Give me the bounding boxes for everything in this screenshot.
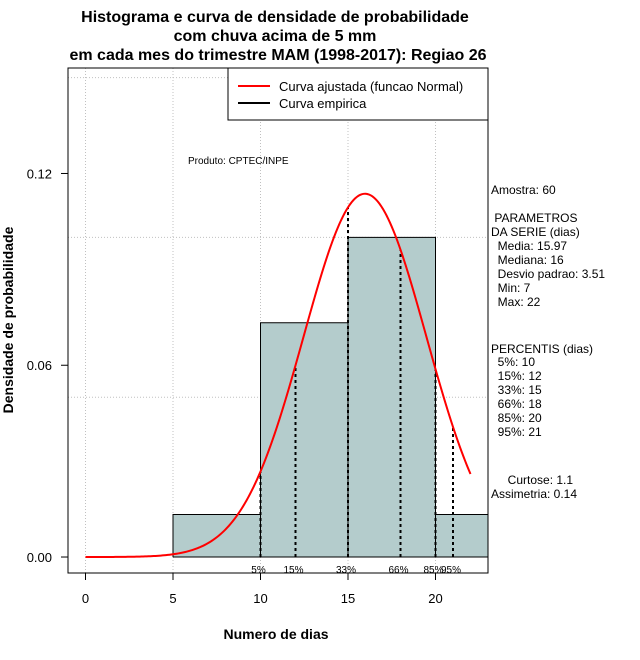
histogram-bar: [173, 514, 261, 558]
x-tick-label: 20: [428, 591, 442, 606]
y-tick-label: 0.06: [27, 358, 52, 373]
assimetria-text: Assimetria: 0.14: [491, 487, 577, 501]
x-tick-label: 15: [341, 591, 355, 606]
parametro-item: Mediana: 16: [491, 253, 564, 267]
parametro-item: Desvio padrao: 3.51: [491, 267, 605, 281]
product-annotation: Produto: CPTEC/INPE: [188, 156, 289, 167]
percentil-item: 95%: 21: [491, 425, 542, 439]
axes: 0 5 10 15 20 0.00 0.06 0.12: [27, 166, 443, 606]
title-line-2: com chuva acima de 5 mm: [174, 28, 377, 45]
percentis-title: PERCENTIS (dias): [491, 342, 593, 356]
percentil-item: 5%: 10: [491, 355, 535, 369]
percentil-item: 15%: 12: [491, 369, 542, 383]
percentil-item: 85%: 20: [491, 411, 542, 425]
x-tick-label: 10: [253, 591, 267, 606]
percentile-label: 85%: [423, 565, 443, 576]
percentile-label: 15%: [283, 565, 303, 576]
histogram-bar: [435, 514, 488, 558]
parametro-item: Media: 15.97: [491, 239, 567, 253]
legend-label-normal: Curva ajustada (funcao Normal): [279, 79, 463, 94]
x-axis-title: Numero de dias: [223, 626, 328, 642]
percentil-item: 66%: 18: [491, 397, 542, 411]
amostra-text: Amostra: 60: [491, 183, 556, 197]
side-panel: Amostra: 60 PARAMETROS DA SERIE (dias) M…: [491, 183, 605, 501]
histogram-bar: [260, 322, 348, 558]
title-line-3: em cada mes do trimestre MAM (1998-2017)…: [69, 47, 486, 64]
x-tick-label: 0: [82, 591, 89, 606]
parametros-subtitle: DA SERIE (dias): [491, 225, 580, 239]
percentile-label: 33%: [336, 565, 356, 576]
title-line-1: Histograma e curva de densidade de proba…: [81, 9, 469, 26]
legend-box: [227, 67, 489, 121]
chart-title: Histograma e curva de densidade de proba…: [69, 9, 486, 64]
y-tick-label: 0.00: [27, 550, 52, 565]
y-axis-title: Densidade de probabilidade: [0, 226, 16, 413]
x-tick-label: 5: [169, 591, 176, 606]
percentile-label: 5%: [251, 565, 266, 576]
legend-label-empirica: Curva empirica: [279, 96, 367, 111]
parametros-title: PARAMETROS: [491, 211, 577, 225]
histogram-bar: [348, 237, 436, 558]
parametro-item: Max: 22: [491, 295, 541, 309]
percentile-lines: 5% 15% 33% 66% 85%95%: [251, 207, 461, 576]
percentil-item: 33%: 15: [491, 383, 542, 397]
parametro-item: Min: 7: [491, 281, 531, 295]
normal-curve-line: [85, 192, 472, 559]
percentile-label: 66%: [388, 565, 408, 576]
curtose-text: Curtose: 1.1: [491, 473, 573, 487]
histogram-bar-outline: [347, 236, 436, 558]
legend: Curva ajustada (funcao Normal) Curva emp…: [227, 67, 489, 121]
density-curve: [85, 192, 472, 559]
percentile-label: 95%: [441, 565, 461, 576]
y-tick-label: 0.12: [27, 166, 52, 181]
